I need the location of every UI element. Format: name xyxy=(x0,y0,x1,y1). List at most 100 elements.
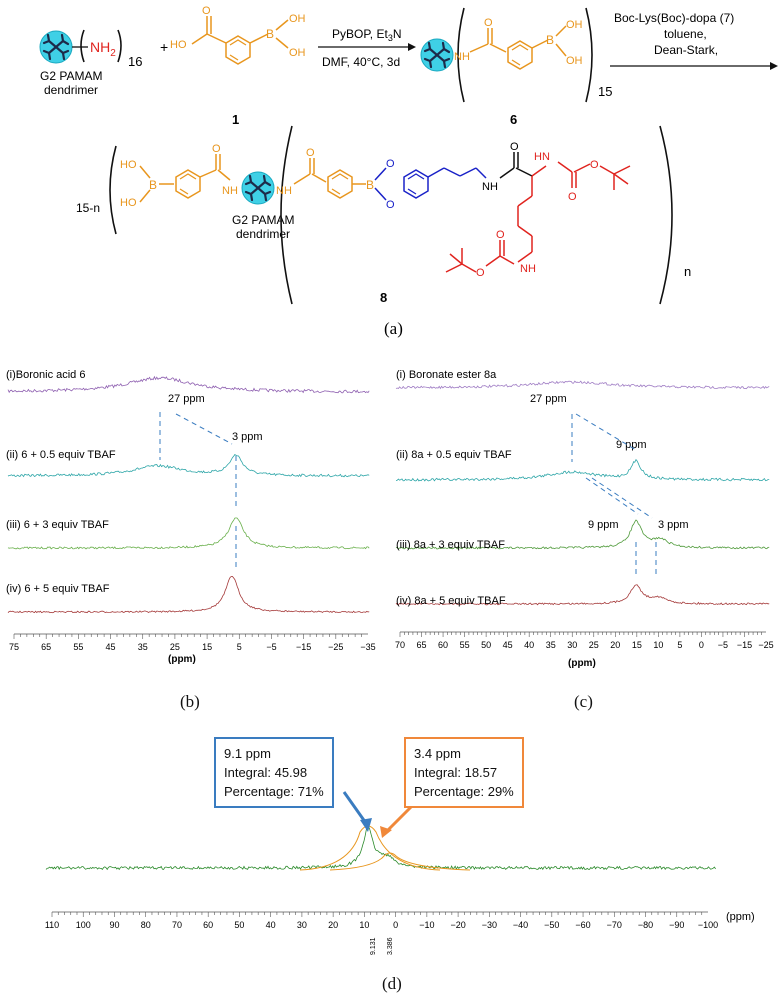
trace-label-b-1: (i)Boronic acid 6 xyxy=(6,369,85,381)
dendrimer-label-1: G2 PAMAM xyxy=(40,69,102,83)
boc-o-4: O xyxy=(476,267,485,279)
axis-label-d: (ppm) xyxy=(726,911,755,923)
axis-c-tick: 35 xyxy=(546,640,556,650)
reagents-2-line-3: Dean-Stark, xyxy=(654,43,718,57)
plus-sign: + xyxy=(160,39,168,55)
trace-label-c-1: (i) Boronate ester 8a xyxy=(396,369,497,381)
axis-c-tick: 70 xyxy=(395,640,405,650)
axis-label-b: (ppm) xyxy=(168,654,196,665)
axis-d-tick: 60 xyxy=(203,920,213,930)
dendrimer-icon xyxy=(240,170,276,206)
trace-b-4 xyxy=(7,575,370,614)
trace-c-1 xyxy=(395,380,770,390)
compound-8-right-arm: NH O B xyxy=(276,147,374,199)
annotation-c-3ppm: 3 ppm xyxy=(658,519,689,531)
ho-label: HO xyxy=(170,39,187,51)
axis-d-tick: 30 xyxy=(297,920,307,930)
catechol-o-1: O xyxy=(386,158,395,170)
boron-label: B xyxy=(546,33,554,47)
boc-lysine: HN O O NH O O xyxy=(445,151,631,279)
trace-b-2 xyxy=(7,453,370,478)
subscript-15: 15 xyxy=(598,84,612,99)
peak-label-9131: 9.131 xyxy=(370,937,377,955)
guide-lines xyxy=(159,412,237,570)
axis-d-tick: −80 xyxy=(638,920,653,930)
carbonyl-o: O xyxy=(484,17,493,29)
carbonyl-o: O xyxy=(306,147,315,159)
guide-lines-c xyxy=(571,413,657,578)
boron-label: B xyxy=(266,27,274,41)
panel-d-label: (d) xyxy=(382,974,402,993)
amide-nh: NH xyxy=(222,185,238,197)
axis-c-tick: 30 xyxy=(567,640,577,650)
axis-d-tick: 10 xyxy=(359,920,369,930)
box-3ppm-integral: Integral: 18.57 xyxy=(414,765,498,780)
boc-o-2: O xyxy=(590,159,599,171)
subscript-n: n xyxy=(684,264,691,279)
axis-d-tick: 80 xyxy=(141,920,151,930)
reaction-scheme: NH2 16 G2 PAMAM dendrimer + O HO B OH OH… xyxy=(38,5,778,338)
axis-d-tick: −70 xyxy=(607,920,622,930)
axis-d-tick: −30 xyxy=(482,920,497,930)
annotation-c-9ppm-1: 9 ppm xyxy=(616,439,647,451)
prefix-15n: 15-n xyxy=(76,201,100,215)
axis-b-tick: −35 xyxy=(360,642,375,652)
catechol-ring: O O xyxy=(374,158,487,211)
amide-nh: NH xyxy=(454,51,470,63)
reagents-2-line-2: toluene, xyxy=(664,27,707,41)
compound-8-left-arm: HO HO B O NH xyxy=(120,143,238,209)
compound-1-label: 1 xyxy=(232,112,239,127)
axis-c-tick: 10 xyxy=(653,640,663,650)
axis-d-tick: 40 xyxy=(266,920,276,930)
axis-d-tick: 70 xyxy=(172,920,182,930)
nh2-label: NH2 xyxy=(90,39,116,59)
axis-d-tick: 20 xyxy=(328,920,338,930)
axis-b-tick: 65 xyxy=(41,642,51,652)
fit-curve-3ppm xyxy=(329,852,471,871)
dendrimer-label-2: dendrimer xyxy=(44,83,98,97)
annotation-27ppm: 27 ppm xyxy=(168,393,205,405)
panel-b-label: (b) xyxy=(180,692,200,711)
trace-c-4 xyxy=(395,584,770,606)
dendrimer-icon xyxy=(419,37,455,73)
axis-b-tick: 35 xyxy=(138,642,148,652)
trace-label-c-2: (ii) 8a + 0.5 equiv TBAF xyxy=(396,449,512,461)
dendrimer-icon xyxy=(38,29,74,65)
axis-b-tick: −5 xyxy=(266,642,276,652)
axis-d-tick: 110 xyxy=(45,920,59,930)
trace-c-3 xyxy=(395,519,770,550)
box-9ppm-percentage: Percentage: 71% xyxy=(224,784,324,799)
box-9ppm-integral: Integral: 45.98 xyxy=(224,765,308,780)
axis-c-tick: −5 xyxy=(718,640,728,650)
subscript-16: 16 xyxy=(128,54,142,69)
axis-c-tick: 40 xyxy=(524,640,534,650)
box-3ppm-percentage: Percentage: 29% xyxy=(414,784,514,799)
axis-d-tick: −50 xyxy=(544,920,559,930)
catechol-o-2: O xyxy=(386,199,395,211)
trace-d-main xyxy=(45,826,716,871)
nmr-panel-d: 110 100 90 80 70 60 50 40 30 20 10 0 −10 −20 −30 −40 −50… xyxy=(45,790,755,955)
carbonyl-o: O xyxy=(202,5,211,17)
boron-label: B xyxy=(149,178,157,192)
axis-d-tick: 90 xyxy=(109,920,119,930)
dendrimer-label-1: G2 PAMAM xyxy=(232,213,294,227)
trace-label-b-3: (iii) 6 + 3 equiv TBAF xyxy=(6,519,109,531)
annotation-3ppm: 3 ppm xyxy=(232,431,263,443)
axis-b-tick: 25 xyxy=(170,642,180,652)
axis-c-tick: 5 xyxy=(677,640,682,650)
compound-6-structure: O B OH OH xyxy=(469,17,583,70)
oh-label-1: OH xyxy=(566,19,583,31)
boc-nh-2: NH xyxy=(520,263,536,275)
dendrimer-label-2: dendrimer xyxy=(236,227,290,241)
boc-nh-1: HN xyxy=(534,151,550,163)
oh-label-1: OH xyxy=(289,13,306,25)
amide-nh: NH xyxy=(276,185,292,197)
reagents-2-line-1: Boc-Lys(Boc)-dopa (7) xyxy=(614,11,734,25)
axis-b-tick: −25 xyxy=(328,642,343,652)
compound-6-label: 6 xyxy=(510,112,517,127)
boron-label: B xyxy=(366,178,374,192)
nmr-panel-b: 75 65 55 45 35 25 15 5 −5 −15 −25 −35 27 ppm 3 ppm … xyxy=(6,369,376,665)
axis-c-tick: 65 xyxy=(417,640,427,650)
axis-c-tick: −25 xyxy=(758,640,773,650)
axis-c-tick: 45 xyxy=(503,640,513,650)
